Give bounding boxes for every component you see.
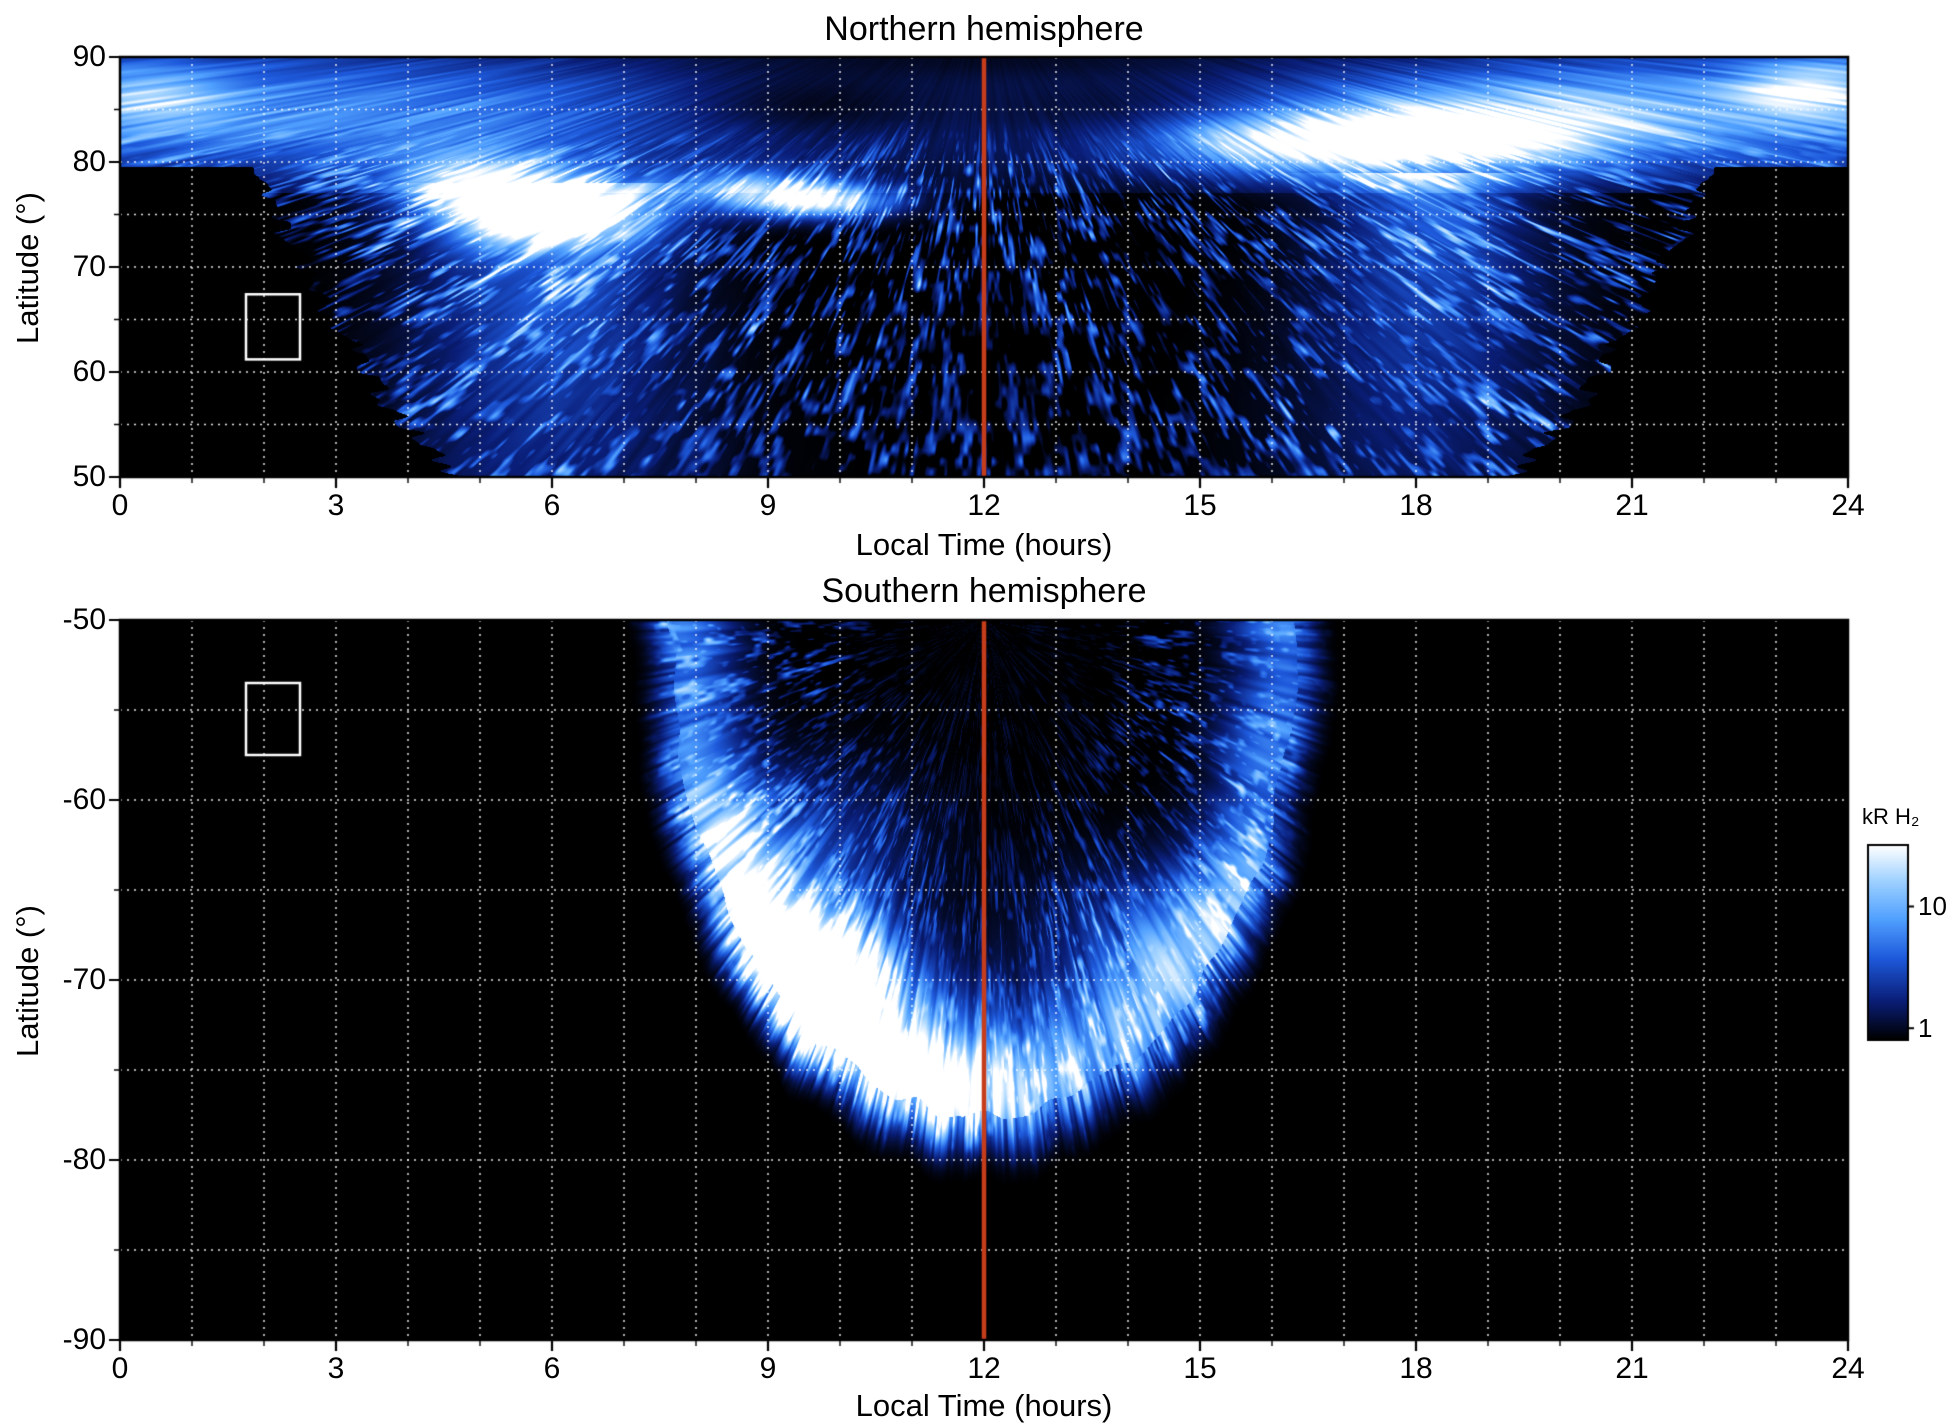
x-tick-label: 15	[1183, 1352, 1217, 1385]
x-tick-label: 3	[327, 489, 345, 522]
y-tick-label: 60	[72, 355, 106, 388]
x-tick-label: 18	[1399, 489, 1433, 522]
colorbar-label: kR H₂	[1862, 804, 1920, 829]
y-tick-label: -80	[62, 1143, 106, 1176]
y-tick-label: 90	[72, 40, 106, 73]
x-tick-label: 9	[759, 489, 777, 522]
x-tick-label: 15	[1183, 489, 1217, 522]
colorbar-tick-label: 1	[1918, 1013, 1933, 1044]
y-tick-label: -50	[62, 603, 106, 636]
x-tick-label: 6	[543, 1352, 561, 1385]
south-x-axis-label: Local Time (hours)	[855, 1388, 1113, 1423]
y-tick-label: -60	[62, 783, 106, 816]
y-tick-label: 70	[72, 250, 106, 283]
x-tick-label: 0	[111, 489, 129, 522]
x-tick-label: 24	[1831, 489, 1865, 522]
x-tick-label: 9	[759, 1352, 777, 1385]
colorbar-tick-label: 10	[1918, 891, 1947, 922]
x-tick-label: 24	[1831, 1352, 1865, 1385]
x-tick-label: 12	[967, 1352, 1001, 1385]
north-panel-title: Northern hemisphere	[824, 10, 1144, 48]
y-tick-label: -90	[62, 1323, 106, 1356]
x-tick-label: 3	[327, 1352, 345, 1385]
y-tick-label: -70	[62, 963, 106, 996]
x-tick-label: 21	[1615, 489, 1649, 522]
y-tick-label: 80	[72, 145, 106, 178]
x-tick-label: 0	[111, 1352, 129, 1385]
x-tick-label: 21	[1615, 1352, 1649, 1385]
x-tick-label: 18	[1399, 1352, 1433, 1385]
north-x-axis-label: Local Time (hours)	[855, 527, 1113, 562]
y-tick-label: 50	[72, 460, 106, 493]
x-tick-label: 6	[543, 489, 561, 522]
x-tick-label: 12	[967, 489, 1001, 522]
south-panel-title: Southern hemisphere	[821, 572, 1147, 610]
